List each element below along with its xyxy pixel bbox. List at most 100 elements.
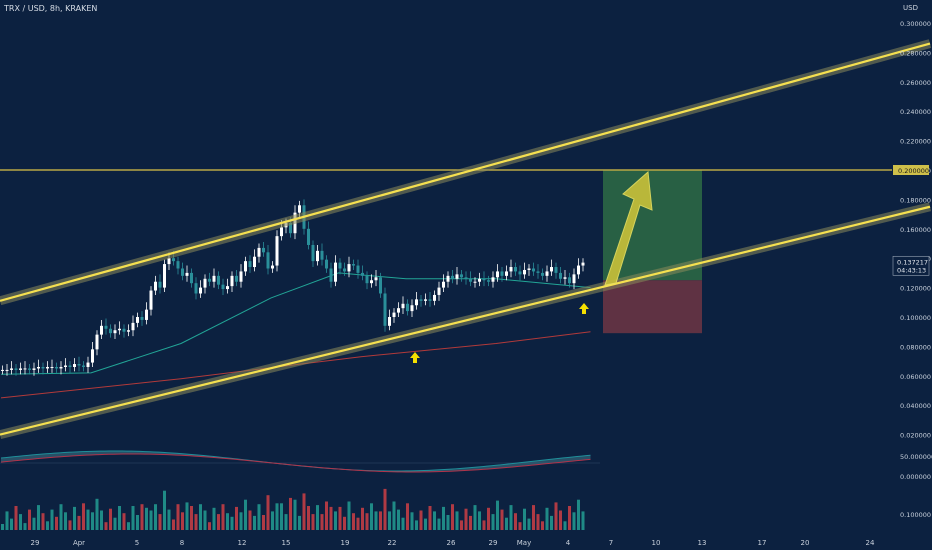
volume-bar [203, 510, 207, 530]
volume-bar [302, 493, 306, 530]
candle-body [28, 368, 31, 370]
candle-body [469, 278, 472, 282]
candle-body [226, 286, 229, 290]
indicator-tick-label: 50.000000 [900, 453, 932, 461]
volume-bar [514, 513, 517, 530]
last-price-box [892, 255, 930, 276]
candle-body [176, 261, 180, 269]
candle-body [365, 275, 369, 284]
time-tick-label: 29 [489, 539, 498, 547]
candle-body [199, 287, 202, 294]
candle-body [37, 366, 40, 369]
candle-body [464, 277, 468, 279]
stop-zone [603, 280, 702, 334]
volume-bar [46, 521, 49, 530]
candle-body [514, 267, 517, 272]
volume-bar [325, 501, 328, 530]
volume-bar [118, 506, 121, 530]
candle-body [289, 222, 292, 234]
time-tick-label: 5 [135, 539, 139, 547]
volume-bar [149, 510, 153, 530]
volume-bar [406, 503, 409, 530]
volume-bar [95, 498, 99, 530]
candle-body [496, 271, 499, 278]
oscillator-pane [0, 450, 600, 473]
candle-body [244, 261, 247, 272]
resistance-price-box [893, 165, 929, 175]
volume-bar [500, 509, 504, 530]
volume-bar [104, 522, 108, 530]
annotation-arrows [410, 170, 653, 363]
volume-bar [298, 515, 301, 530]
candle-body [325, 259, 328, 269]
candle-body [185, 272, 189, 276]
candle-body [149, 290, 153, 310]
volume-bar [392, 501, 396, 530]
ma-slow-line [0, 331, 591, 399]
volume-bar [59, 504, 63, 530]
up-arrow-icon-1 [410, 352, 420, 363]
volume-bar [145, 507, 148, 530]
volume-bar [1, 524, 4, 530]
candle-body [311, 244, 315, 262]
volume-bar [127, 522, 130, 530]
price-tick-label: 0.160000 [900, 226, 931, 234]
volume-bar [577, 499, 580, 530]
last-price-label: 0.137217 [897, 258, 928, 266]
time-tick-label: 8 [180, 539, 184, 547]
volume-bar [212, 507, 216, 530]
volume-bar [122, 513, 126, 530]
candle-body [167, 258, 171, 265]
candle-body [437, 287, 441, 295]
candle-body [455, 274, 459, 279]
volume-bar [334, 511, 337, 530]
volume-bar [199, 504, 202, 530]
candle-body [203, 278, 207, 288]
candle-body [509, 267, 513, 272]
volume-bar [365, 513, 369, 530]
candle-body [500, 271, 504, 276]
volume-bar [554, 502, 558, 530]
candle-body [257, 247, 261, 257]
volume-bar [518, 522, 522, 530]
volume-bar [307, 506, 310, 530]
volume-bar [109, 508, 112, 530]
price-tick-label: 0.020000 [900, 432, 931, 440]
candle-body [64, 365, 67, 367]
volume-bar [194, 514, 198, 530]
volume-bar [208, 522, 211, 530]
volume-bar [473, 505, 477, 530]
volume-bar [428, 506, 432, 530]
volume-bar [10, 518, 13, 530]
candle-body [451, 275, 454, 279]
volume-bar [419, 510, 423, 530]
volume-bar [401, 517, 405, 530]
volume-bar [32, 517, 36, 530]
candle-body [343, 268, 346, 272]
volume-bar [338, 506, 342, 530]
time-tick-label: 26 [447, 539, 456, 547]
candle-body [410, 305, 414, 312]
candle-body [491, 277, 495, 282]
candle-body [154, 281, 157, 291]
time-tick-label: 12 [238, 539, 247, 547]
volume-bar [244, 499, 247, 530]
volume-bar [239, 512, 243, 530]
time-tick-label: 17 [758, 539, 767, 547]
candle-body [190, 272, 193, 284]
candle-body [158, 281, 162, 288]
candle-body [541, 272, 544, 276]
volume-bar [329, 506, 333, 530]
volume-bar [275, 503, 279, 530]
candle-body [104, 325, 108, 329]
volume-bar [491, 514, 495, 530]
volume-bar [370, 503, 373, 530]
candle-body [266, 252, 270, 269]
candle-body [568, 277, 571, 284]
volume-bar [248, 510, 252, 530]
volume-bar [293, 499, 297, 530]
time-tick-label: 10 [652, 539, 661, 547]
candle-body [194, 283, 198, 294]
volume-bar [14, 506, 18, 530]
